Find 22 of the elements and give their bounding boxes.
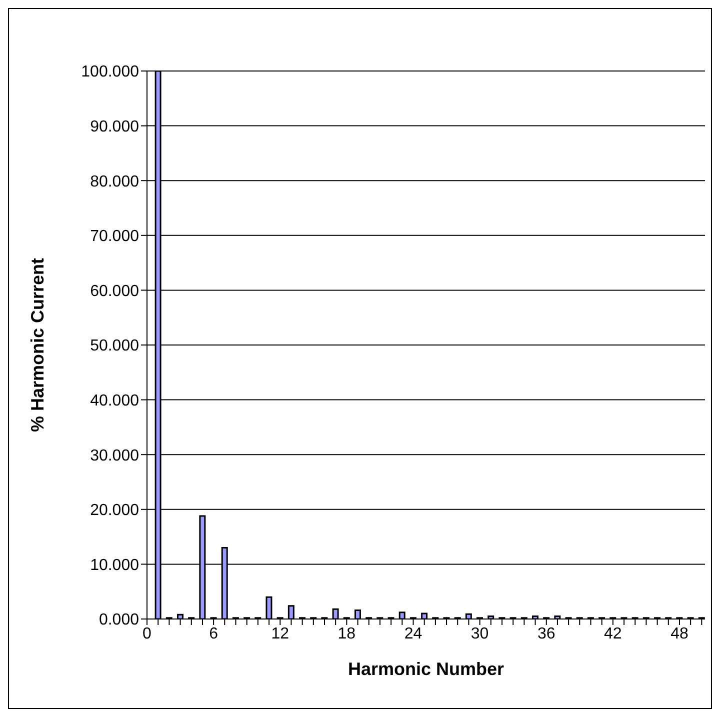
x-tick-label: 24 [404,625,422,642]
x-tick-label: 42 [604,625,622,642]
x-tick-label: 6 [209,625,218,642]
y-tick-label: 0.000 [98,612,140,629]
y-tick-label: 60.000 [90,282,140,300]
x-tick-label: 30 [470,625,489,642]
y-tick-label: 50.000 [90,338,140,355]
y-tick-label: 100.000 [81,64,140,81]
x-tick-label: 36 [537,625,556,642]
y-axis-title: % Harmonic Current [27,258,48,432]
y-tick-label: 30.000 [90,447,140,464]
y-tick-label: 80.000 [90,173,140,190]
x-tick-label: 0 [142,625,152,642]
x-tick-label: 12 [271,625,290,642]
y-tick-label: 70.000 [90,228,140,246]
x-axis-title: Harmonic Number [348,659,504,679]
y-tick-label: 90.000 [90,118,140,136]
y-tick-label: 10.000 [90,556,140,574]
y-tick-label: 20.000 [90,502,140,520]
x-tick-label: 18 [338,625,356,642]
x-tick-label: 48 [670,625,688,642]
y-tick-label: 40.000 [90,392,140,410]
